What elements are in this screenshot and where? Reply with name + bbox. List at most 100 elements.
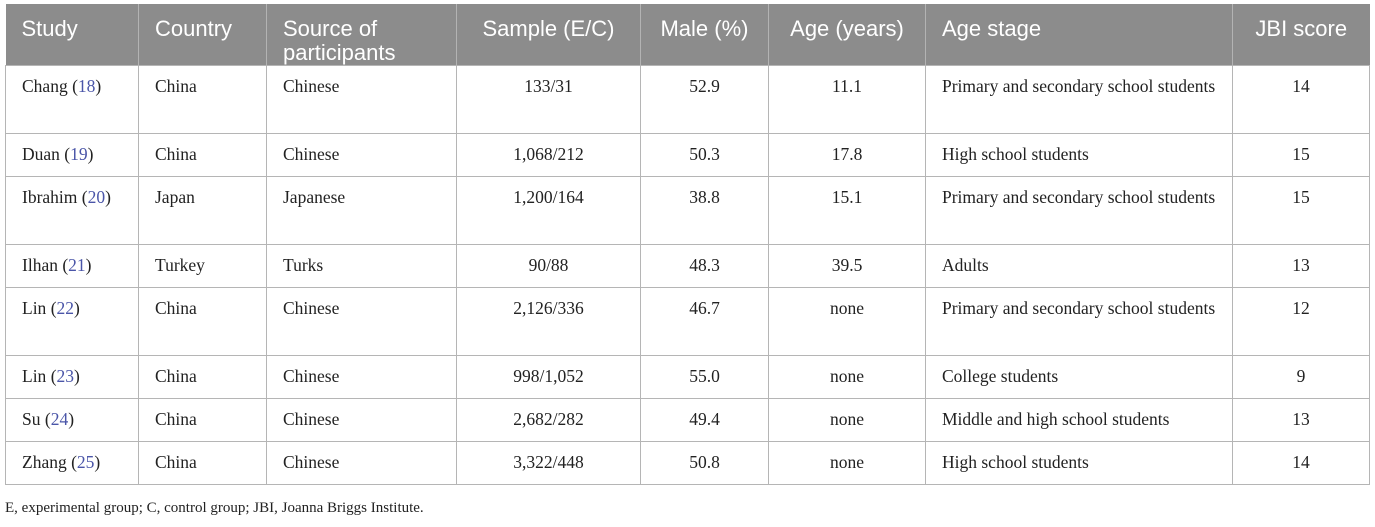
paren-open: ( (77, 187, 88, 207)
cell-age: 17.8 (768, 133, 926, 177)
study-author: Ilhan (22, 255, 58, 275)
cell-age-stage: High school students (925, 441, 1233, 485)
paren-close: ) (74, 366, 80, 386)
reference-link[interactable]: 24 (50, 409, 69, 429)
cell-male: 38.8 (640, 176, 769, 245)
cell-country: China (138, 133, 267, 177)
cell-source: Chinese (266, 133, 457, 177)
cell-jbi: 15 (1232, 133, 1370, 177)
reference-link[interactable]: 23 (56, 366, 75, 386)
table-row: Ibrahim (20) Japan Japanese 1,200/164 38.8 15… (5, 176, 1370, 245)
cell-age: none (768, 355, 926, 399)
paren-open: ( (46, 298, 57, 318)
cell-source: Chinese (266, 287, 457, 356)
cell-sample: 998/1,052 (456, 355, 641, 399)
cell-source: Chinese (266, 441, 457, 485)
header-study: Study (5, 4, 139, 66)
cell-jbi: 13 (1232, 398, 1370, 442)
table-row: Lin (22) China Chinese 2,126/336 46.7 none Pri… (5, 287, 1370, 356)
paren-close: ) (87, 144, 94, 164)
cell-male: 50.3 (640, 133, 769, 177)
cell-male: 55.0 (640, 355, 769, 399)
cell-study: Lin (22) (5, 287, 139, 356)
paren-close: ) (74, 298, 80, 318)
cell-male: 52.9 (640, 65, 769, 134)
cell-jbi: 12 (1232, 287, 1370, 356)
cell-study: Duan (19) (5, 133, 139, 177)
reference-link[interactable]: 20 (87, 187, 106, 207)
cell-age: 39.5 (768, 244, 926, 288)
cell-age: 11.1 (768, 65, 926, 134)
header-row: Study Country Source of participants Sam… (5, 4, 1370, 66)
study-author: Duan (22, 144, 60, 164)
cell-sample: 3,322/448 (456, 441, 641, 485)
study-author: Lin (22, 366, 47, 386)
cell-male: 48.3 (640, 244, 769, 288)
cell-age-stage: Primary and secondary school students (925, 176, 1233, 245)
cell-age: 15.1 (768, 176, 926, 245)
cell-sample: 2,126/336 (456, 287, 641, 356)
study-author: Chang (22, 76, 68, 96)
cell-sample: 133/31 (456, 65, 641, 134)
cell-country: China (138, 441, 267, 485)
cell-country: China (138, 398, 267, 442)
cell-country: China (138, 287, 267, 356)
cell-age-stage: Primary and secondary school students (925, 287, 1233, 356)
cell-country: China (138, 65, 267, 134)
cell-age: none (768, 398, 926, 442)
paren-open: ( (59, 144, 71, 164)
table-row: Duan (19) China Chinese 1,068/212 50.3 17.8 Hi… (5, 133, 1370, 177)
cell-country: Turkey (138, 244, 267, 288)
cell-source: Chinese (266, 398, 457, 442)
header-jbi: JBI score (1232, 4, 1370, 66)
paren-open: ( (67, 76, 78, 96)
cell-age: none (768, 441, 926, 485)
table-row: Su (24) China Chinese 2,682/282 49.4 none Midd… (5, 398, 1370, 442)
study-author: Zhang (22, 452, 67, 472)
cell-male: 50.8 (640, 441, 769, 485)
reference-link[interactable]: 19 (70, 144, 88, 164)
reference-link[interactable]: 22 (56, 298, 75, 318)
cell-age-stage: High school students (925, 133, 1233, 177)
paren-close: ) (94, 452, 101, 472)
cell-study: Ibrahim (20) (5, 176, 139, 245)
cell-age: none (768, 287, 926, 356)
table-row: Zhang (25) China Chinese 3,322/448 50.8 none H… (5, 441, 1370, 485)
cell-study: Zhang (25) (5, 441, 139, 485)
cell-jbi: 13 (1232, 244, 1370, 288)
cell-age-stage: Adults (925, 244, 1233, 288)
header-age: Age (years) (768, 4, 926, 66)
cell-country: China (138, 355, 267, 399)
cell-study: Chang (18) (5, 65, 139, 134)
study-author: Ibrahim (22, 187, 78, 207)
cell-sample: 1,068/212 (456, 133, 641, 177)
paren-open: ( (46, 366, 57, 386)
paren-close: ) (68, 409, 75, 429)
header-age-stage: Age stage (925, 4, 1233, 66)
cell-study: Su (24) (5, 398, 139, 442)
cell-study: Ilhan (21) (5, 244, 139, 288)
cell-jbi: 15 (1232, 176, 1370, 245)
cell-jbi: 14 (1232, 65, 1370, 134)
cell-age-stage: College students (925, 355, 1233, 399)
reference-link[interactable]: 18 (77, 76, 96, 96)
paren-close: ) (105, 187, 111, 207)
header-male: Male (%) (640, 4, 769, 66)
paren-open: ( (66, 452, 77, 472)
cell-source: Chinese (266, 355, 457, 399)
cell-jbi: 14 (1232, 441, 1370, 485)
cell-sample: 2,682/282 (456, 398, 641, 442)
reference-link[interactable]: 21 (68, 255, 86, 275)
table-row: Lin (23) China Chinese 998/1,052 55.0 none Col… (5, 355, 1370, 399)
cell-sample: 1,200/164 (456, 176, 641, 245)
cell-source: Turks (266, 244, 457, 288)
paren-open: ( (57, 255, 69, 275)
paren-close: ) (95, 76, 102, 96)
reference-link[interactable]: 25 (76, 452, 95, 472)
cell-country: Japan (138, 176, 267, 245)
cell-age-stage: Primary and secondary school students (925, 65, 1233, 134)
table-footnote: E, experimental group; C, control group;… (5, 500, 424, 516)
table-row: Chang (18) China Chinese 133/31 52.9 11.1 Prim… (5, 65, 1370, 134)
cell-study: Lin (23) (5, 355, 139, 399)
cell-source: Japanese (266, 176, 457, 245)
